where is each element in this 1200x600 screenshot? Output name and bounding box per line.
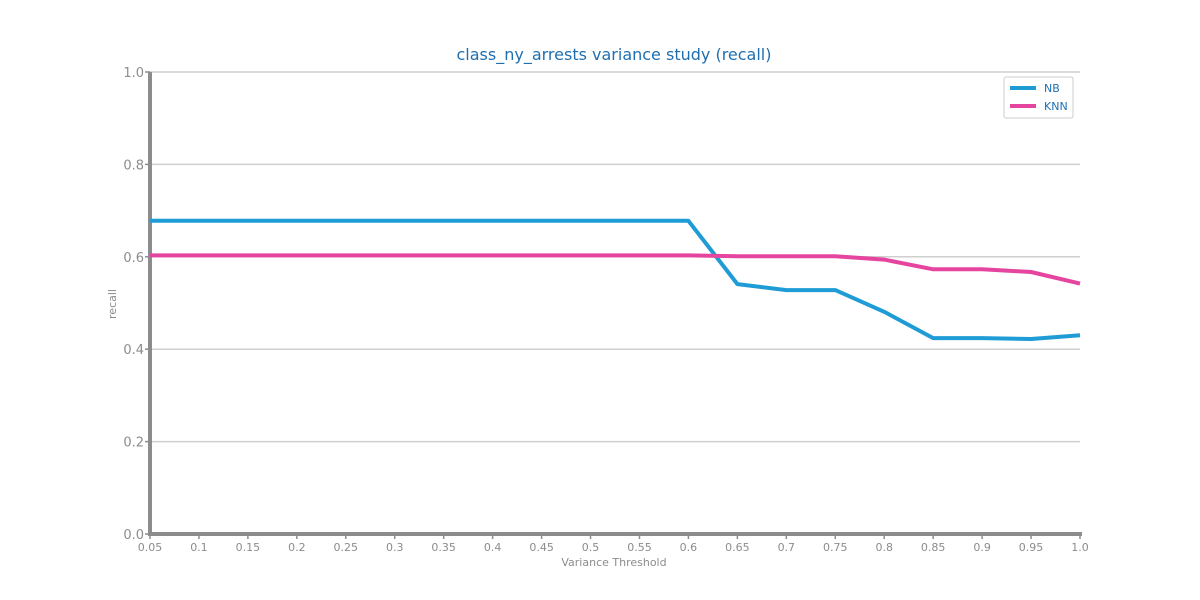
chart-title: class_ny_arrests variance study (recall) [456, 45, 771, 65]
x-tick-label: 0.7 [778, 541, 796, 554]
x-tick-label: 0.05 [138, 541, 163, 554]
y-tick-label: 0.6 [123, 251, 144, 266]
y-tick-label: 0.2 [123, 436, 144, 451]
x-tick-label: 0.3 [386, 541, 404, 554]
x-tick-label: 0.25 [334, 541, 359, 554]
legend-label-nb: NB [1044, 82, 1060, 95]
x-tick-label: 0.55 [627, 541, 652, 554]
x-tick-label: 0.35 [431, 541, 456, 554]
x-tick-label: 0.15 [236, 541, 261, 554]
x-tick-label: 1.0 [1071, 541, 1089, 554]
x-axis-label: Variance Threshold [561, 556, 666, 569]
x-tick-label: 0.1 [190, 541, 208, 554]
x-tick-label: 0.2 [288, 541, 306, 554]
y-tick-label: 0.4 [123, 343, 144, 358]
grid-lines [150, 71, 1080, 535]
series-lines [150, 218, 1081, 341]
series-line-nb [150, 218, 1081, 341]
y-tick-label: 0.8 [123, 158, 144, 173]
x-tick-label: 0.4 [484, 541, 502, 554]
x-tick-label: 0.75 [823, 541, 848, 554]
x-tick-label: 0.5 [582, 541, 600, 554]
x-tick-label: 0.6 [680, 541, 698, 554]
legend-label-knn: KNN [1044, 100, 1068, 113]
x-tick-label: 0.45 [529, 541, 554, 554]
x-tick-label: 0.9 [973, 541, 991, 554]
x-tick-label: 0.95 [1019, 541, 1044, 554]
x-tick-label: 0.65 [725, 541, 750, 554]
series-line-knn [150, 253, 1081, 286]
x-tick-label: 0.85 [921, 541, 946, 554]
y-axis-label: recall [106, 289, 119, 319]
y-tick-label: 0.0 [123, 528, 144, 543]
legend: NB KNN [1003, 76, 1074, 119]
y-tick-label: 1.0 [123, 66, 144, 81]
axes: 0.0 0.2 0.4 0.6 0.8 1.0 0.05 0.1 0.15 0.2 0.25 0.3 0… [123, 66, 1088, 554]
x-tick-label: 0.8 [875, 541, 893, 554]
